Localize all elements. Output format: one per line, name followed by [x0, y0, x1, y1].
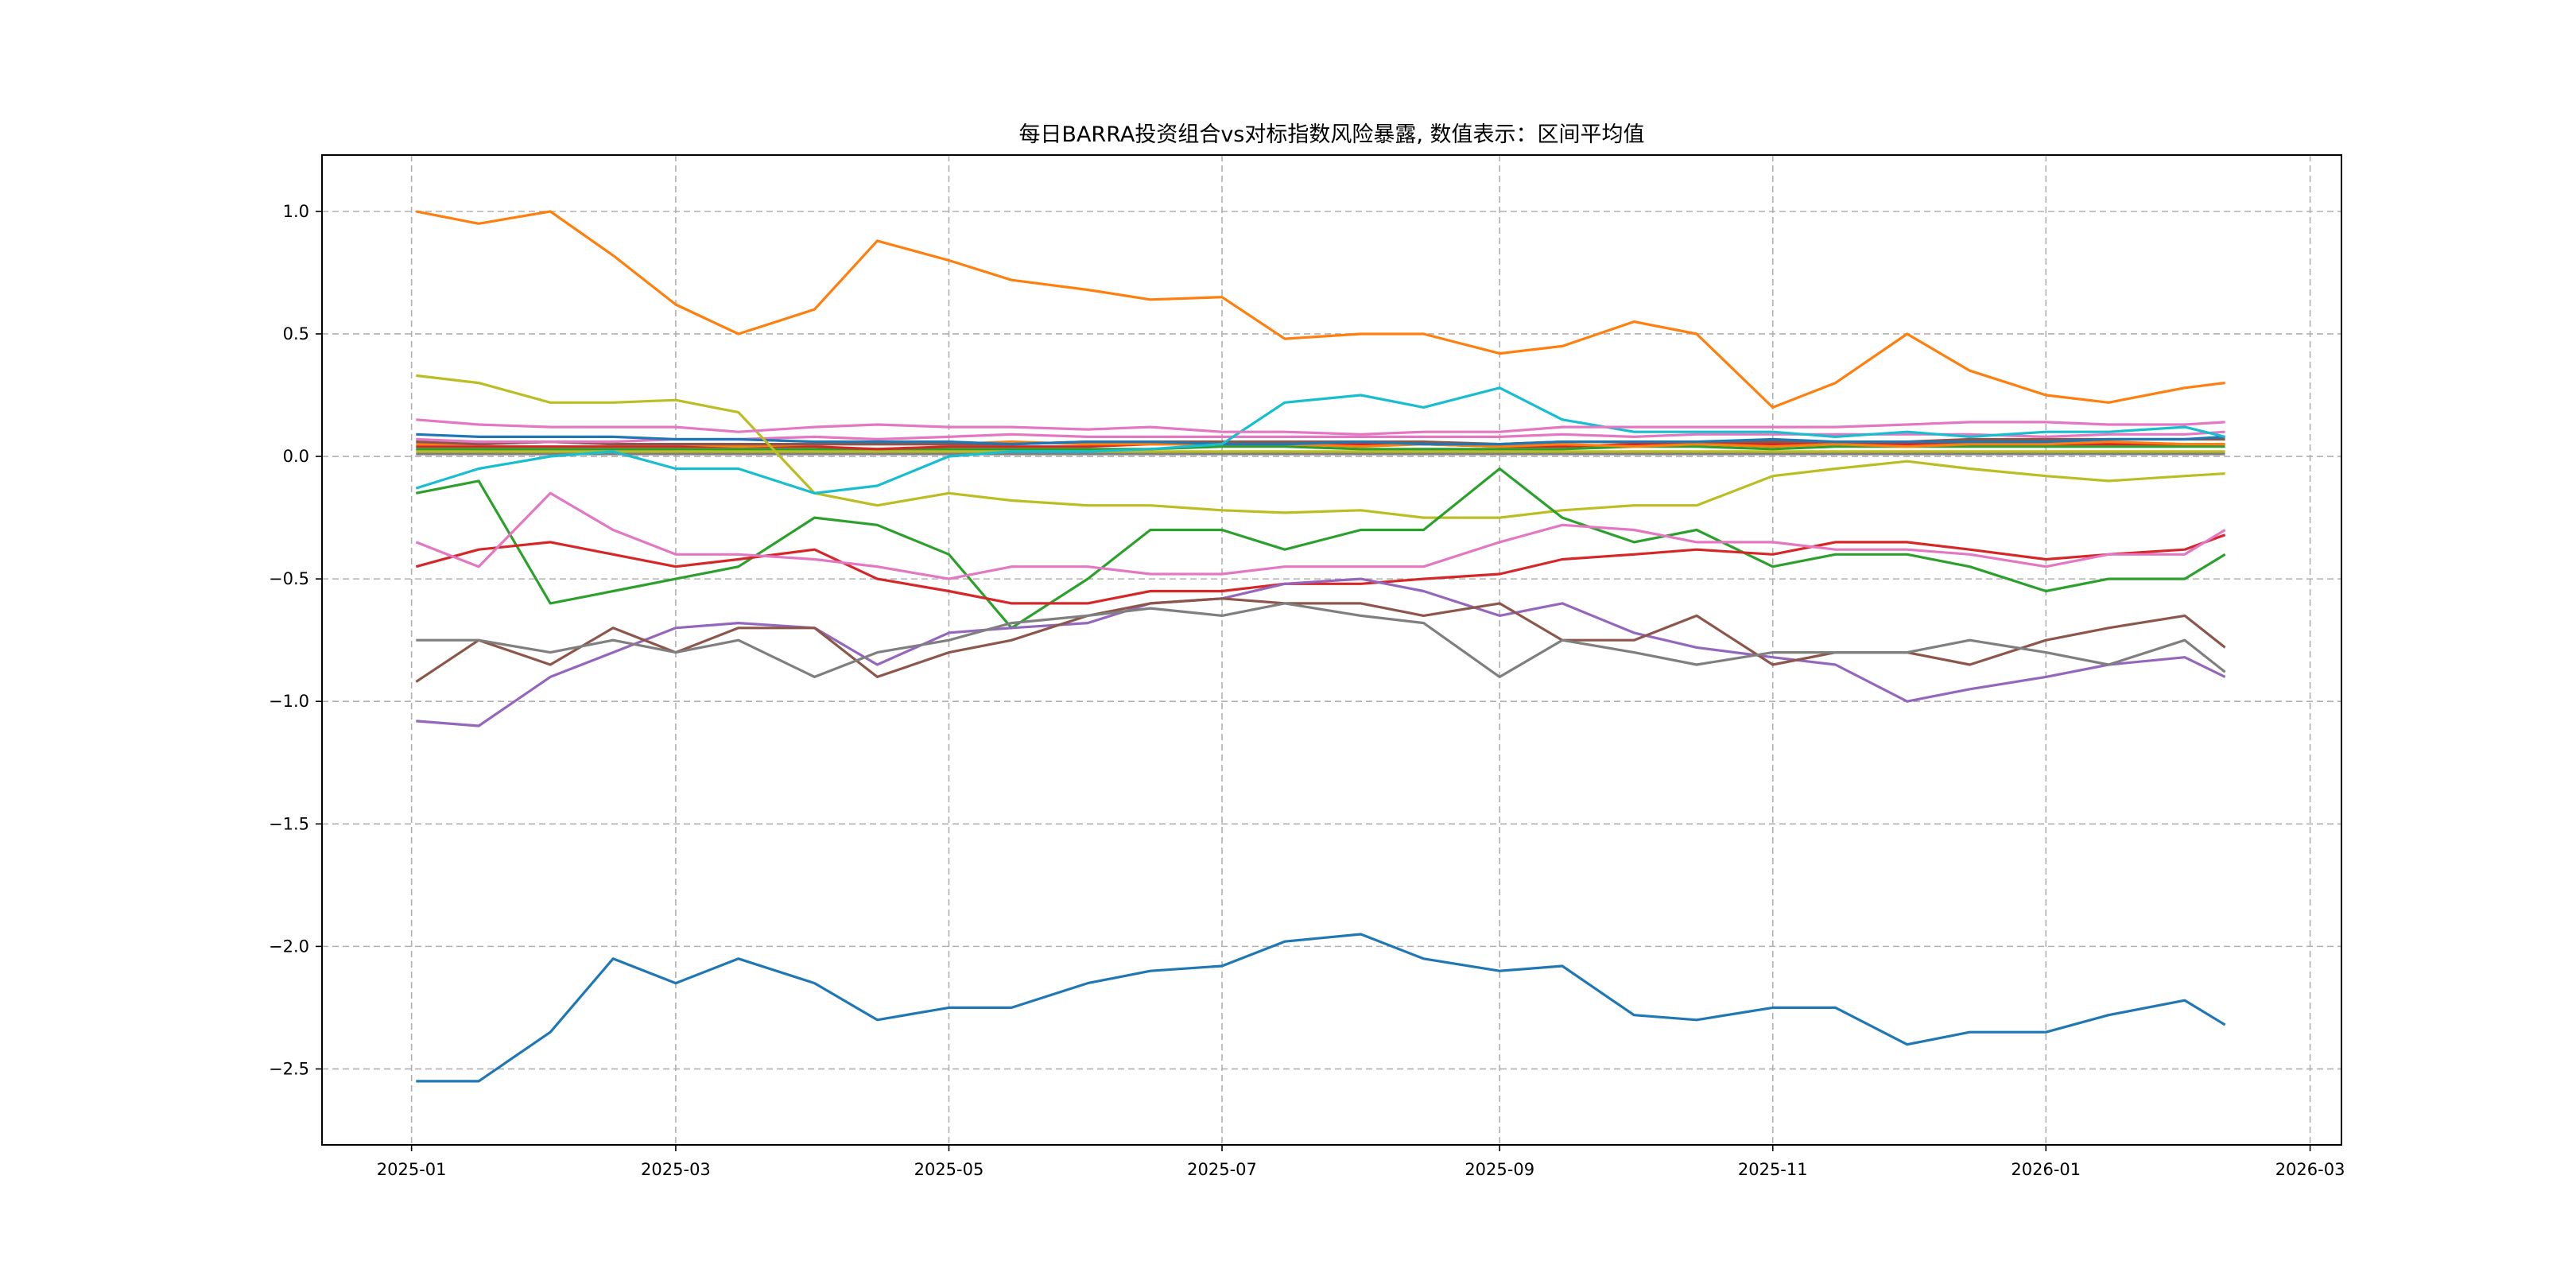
series-line-s_pink_lower: [415, 491, 2226, 580]
series-line-s_blue: [416, 933, 2226, 1083]
series-line-s_pink_upper: [416, 418, 2225, 436]
y-tick-label: −1.5: [269, 814, 309, 833]
chart-title: 每日BARRA投资组合vs对标指数风险暴露, 数值表示：区间平均值: [1018, 122, 1644, 147]
series-line-s_orange: [415, 210, 2225, 409]
x-tick-label: 2026-03: [2275, 1160, 2345, 1179]
x-tick-label: 2025-05: [914, 1160, 984, 1179]
series-line-s_purple: [416, 577, 2226, 727]
y-tick-label: 1.0: [283, 202, 309, 221]
y-tick-label: −0.5: [269, 569, 309, 588]
plot-frame: [321, 154, 2342, 1146]
series-line-s_cyan: [415, 386, 2225, 495]
y-axis: 1.0 0.5 0.0 −0.5 −1.0 −1.5 −2.0 −2.5: [269, 202, 322, 1078]
series-line-s_brown: [415, 597, 2226, 683]
series-line-s_olive: [416, 374, 2225, 519]
x-tick-label: 2025-09: [1465, 1160, 1534, 1179]
x-tick-label: 2025-11: [1738, 1160, 1808, 1179]
y-tick-label: −2.0: [269, 937, 309, 956]
series-line-s_gray: [416, 602, 2226, 679]
series-line-s_green: [415, 467, 2226, 630]
series-line-s_near0_blue: [416, 433, 2225, 446]
x-tick-label: 2026-01: [2011, 1160, 2081, 1179]
y-tick-label: −1.0: [269, 692, 309, 711]
y-tick-label: 0.0: [283, 447, 309, 466]
x-tick-label: 2025-07: [1187, 1160, 1257, 1179]
grid-lines: [322, 155, 2341, 1145]
y-tick-label: −2.5: [269, 1059, 309, 1078]
x-tick-label: 2025-01: [377, 1160, 447, 1179]
y-tick-label: 0.5: [283, 324, 309, 343]
series-line-s_red: [415, 533, 2226, 605]
x-tick-label: 2025-03: [641, 1160, 711, 1179]
series-lines: [415, 210, 2226, 1083]
x-axis: 2025-01 2025-03 2025-05 2025-07 2025-09 2025-…: [377, 1145, 2345, 1179]
